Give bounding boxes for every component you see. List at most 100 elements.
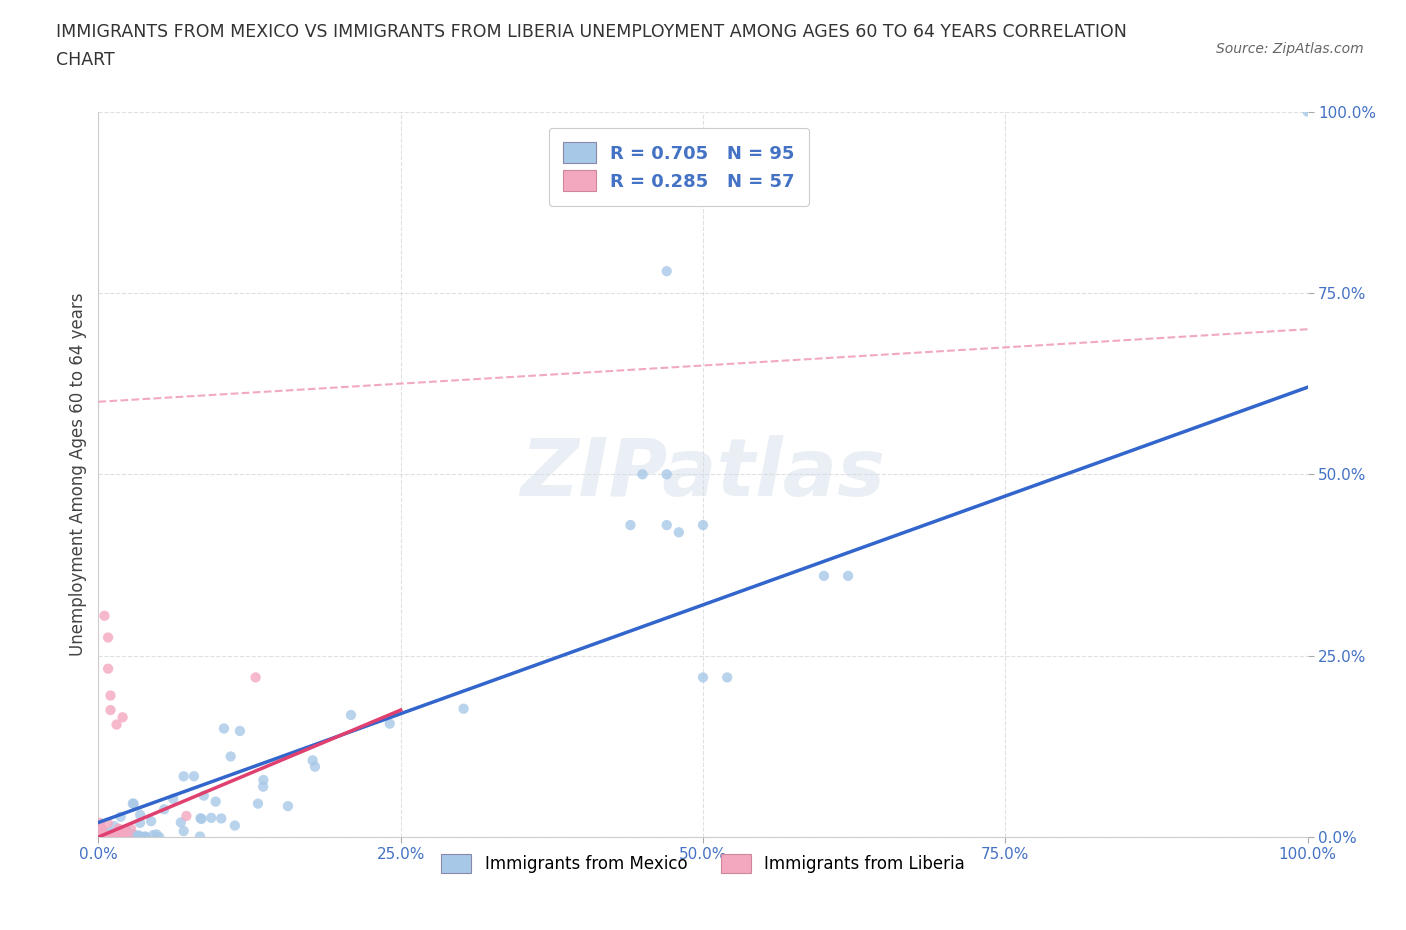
Point	[93, 608, 115, 623]
Point	[91, 824, 114, 839]
Point	[716, 670, 738, 684]
Point	[104, 826, 127, 841]
Point	[90, 827, 112, 842]
Point	[114, 829, 136, 844]
Point	[224, 818, 246, 833]
Point	[117, 830, 139, 844]
Point	[190, 811, 212, 826]
Point	[103, 829, 125, 844]
Point	[183, 769, 205, 784]
Point	[98, 828, 121, 843]
Point	[108, 827, 131, 842]
Point	[87, 829, 110, 844]
Point	[100, 703, 122, 718]
Point	[114, 822, 136, 837]
Point	[813, 568, 835, 583]
Point	[190, 812, 212, 827]
Point	[692, 518, 714, 533]
Point	[668, 525, 690, 539]
Point	[91, 821, 114, 836]
Point	[131, 830, 153, 844]
Point	[100, 829, 122, 844]
Point	[91, 828, 114, 843]
Point	[219, 749, 242, 764]
Point	[110, 828, 132, 843]
Point	[89, 829, 111, 844]
Point	[176, 808, 198, 823]
Point	[110, 824, 132, 839]
Point	[128, 829, 150, 844]
Point	[212, 721, 235, 736]
Point	[115, 826, 138, 841]
Point	[97, 828, 120, 843]
Point	[103, 818, 125, 833]
Point	[209, 811, 232, 826]
Point	[134, 829, 156, 844]
Point	[98, 830, 121, 844]
Point	[142, 828, 165, 843]
Point	[229, 724, 252, 738]
Point	[148, 830, 170, 844]
Point	[246, 796, 269, 811]
Point	[87, 830, 110, 844]
Point	[631, 467, 654, 482]
Point	[153, 802, 176, 817]
Point	[89, 830, 111, 844]
Point	[91, 830, 114, 844]
Point	[98, 828, 121, 843]
Point	[188, 829, 211, 844]
Point	[89, 820, 111, 835]
Point	[97, 828, 120, 843]
Point	[87, 828, 110, 843]
Point	[98, 829, 121, 844]
Point	[114, 823, 136, 838]
Point	[655, 518, 678, 533]
Point	[101, 829, 124, 844]
Point	[107, 830, 129, 844]
Point	[107, 830, 129, 844]
Point	[89, 827, 111, 842]
Point	[89, 829, 111, 844]
Point	[107, 821, 129, 836]
Point	[87, 829, 110, 844]
Point	[111, 710, 134, 724]
Point	[111, 829, 134, 844]
Point	[277, 799, 299, 814]
Point	[121, 827, 143, 842]
Point	[245, 670, 267, 684]
Point	[112, 825, 135, 840]
Point	[453, 701, 475, 716]
Point	[87, 830, 110, 844]
Point	[193, 789, 215, 804]
Point	[145, 827, 167, 842]
Point	[97, 631, 120, 645]
Point	[127, 828, 149, 843]
Point	[87, 830, 110, 844]
Point	[89, 830, 111, 844]
Point	[97, 816, 120, 830]
Y-axis label: Unemployment Among Ages 60 to 64 years: Unemployment Among Ages 60 to 64 years	[69, 293, 87, 656]
Point	[89, 830, 111, 844]
Point	[128, 830, 150, 844]
Point	[837, 568, 859, 583]
Point	[97, 661, 120, 676]
Point	[91, 828, 114, 843]
Point	[87, 830, 110, 844]
Point	[121, 830, 143, 844]
Point	[121, 796, 143, 811]
Point	[170, 815, 193, 830]
Point	[117, 829, 139, 844]
Point	[173, 824, 195, 839]
Point	[87, 827, 110, 842]
Point	[378, 716, 401, 731]
Point	[301, 753, 323, 768]
Point	[110, 809, 132, 824]
Point	[97, 825, 120, 840]
Point	[91, 828, 114, 843]
Point	[90, 830, 112, 844]
Point	[100, 688, 122, 703]
Point	[252, 779, 274, 794]
Point	[89, 830, 111, 844]
Text: CHART: CHART	[56, 51, 115, 69]
Point	[162, 791, 184, 806]
